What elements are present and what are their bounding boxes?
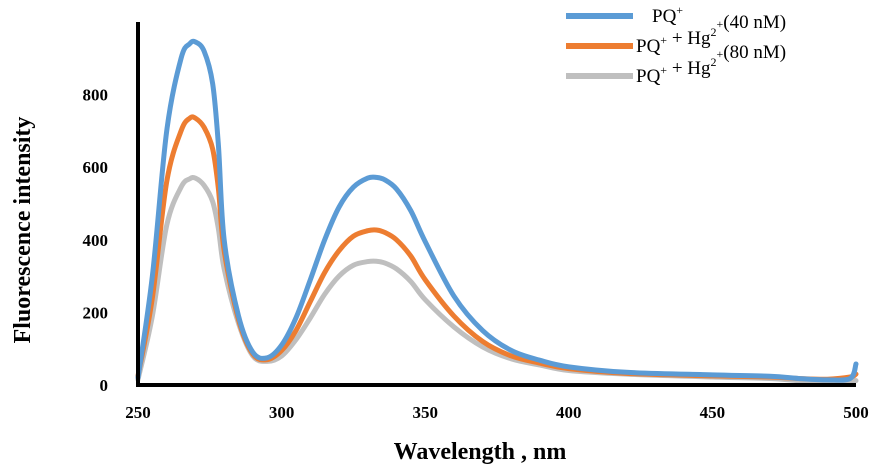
x-tick-label: 500	[843, 403, 869, 422]
y-tick-label: 800	[83, 86, 109, 105]
x-tick-label: 350	[412, 403, 438, 422]
axes	[136, 22, 856, 387]
x-tick-label: 250	[125, 403, 151, 422]
x-tick-label: 450	[700, 403, 726, 422]
y-tick-label: 600	[83, 158, 109, 177]
series-line-1	[135, 38, 859, 383]
plot-lines	[135, 38, 859, 384]
y-tick-label: 0	[100, 376, 109, 395]
legend-label-3: PQ+ + Hg2+(80 nM)	[636, 42, 786, 87]
legend: PQ+PQ+ + Hg2+(40 nM)PQ+ + Hg2+(80 nM)	[566, 3, 786, 87]
legend-label-2: PQ+ + Hg2+(40 nM)	[636, 12, 786, 57]
tick-labels: 250 300 350 400 450 500 0 200 400 600 800	[83, 86, 869, 422]
x-axis-title: Wavelength , nm	[394, 439, 567, 465]
y-tick-label: 400	[83, 231, 109, 250]
y-axis-title: Fluorescence intensity	[10, 117, 36, 344]
x-tick-label: 400	[556, 403, 582, 422]
legend-label-1: PQ+	[652, 3, 683, 27]
x-tick-label: 300	[269, 403, 295, 422]
y-tick-label: 200	[83, 303, 109, 322]
